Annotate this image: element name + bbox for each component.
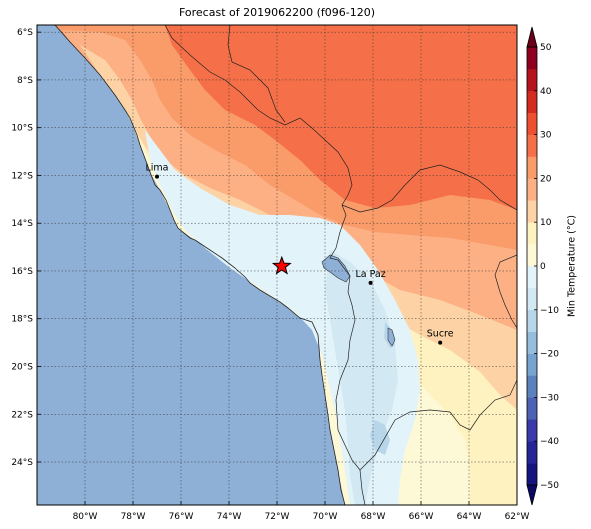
colorbar-segment bbox=[527, 134, 537, 157]
colorbar-label: Min Temperature (°C) bbox=[566, 215, 578, 317]
lon-tick-label: 62°W bbox=[505, 512, 530, 522]
gridlines bbox=[37, 25, 517, 505]
lat-tick-label: 10°S bbox=[11, 124, 33, 134]
colorbar bbox=[526, 26, 538, 506]
city-dot bbox=[155, 174, 159, 179]
lat-tick-label: 24°S bbox=[11, 458, 33, 468]
star-marker bbox=[271, 255, 292, 275]
lon-tick-label: 74°W bbox=[217, 512, 242, 522]
lat-tick-label: 22°S bbox=[11, 410, 33, 420]
colorbar-segment bbox=[527, 266, 537, 289]
colorbar-segment bbox=[527, 375, 537, 398]
border-bolivia-paraguay bbox=[359, 379, 517, 471]
lat-tick-label: 12°S bbox=[11, 171, 33, 181]
city-dot bbox=[438, 340, 443, 345]
colorbar-segment bbox=[527, 441, 537, 464]
city-label: Sucre bbox=[427, 329, 454, 340]
colorbar-tick-label: −30 bbox=[540, 393, 559, 403]
border-peru-bolivia bbox=[329, 204, 361, 471]
plot-title: Forecast of 2019062200 (f096-120) bbox=[178, 6, 376, 19]
colorbar-tick-label: −20 bbox=[540, 350, 559, 360]
colorbar-tick-label: 10 bbox=[540, 218, 552, 228]
colorbar-segment bbox=[527, 222, 537, 245]
lake-titicaca bbox=[321, 254, 351, 283]
lon-tick-label: 68°W bbox=[361, 512, 386, 522]
lon-tick-label: 64°W bbox=[457, 512, 482, 522]
city-label: Lima bbox=[145, 163, 168, 174]
colorbar-extend-max bbox=[526, 26, 538, 48]
lat-tick-label: 14°S bbox=[11, 219, 33, 229]
lon-tick-label: 72°W bbox=[265, 512, 290, 522]
colorbar-tick-label: 50 bbox=[540, 43, 552, 53]
colorbar-extend-min bbox=[526, 484, 538, 506]
cities-layer: Lima La Paz Sucre bbox=[145, 163, 454, 345]
lon-tick-label: 76°W bbox=[169, 512, 194, 522]
border-bolivia-east bbox=[494, 254, 517, 329]
land-temp-neg15-neg10-a bbox=[370, 420, 390, 455]
colorbar-tick-label: 40 bbox=[540, 87, 552, 97]
colorbar-segment bbox=[527, 331, 537, 354]
lon-tick-labels: 80°W 78°W 76°W 74°W 72°W 70°W 68°W 66°W 64°W 62°W bbox=[73, 501, 530, 522]
lat-tick-label: 20°S bbox=[11, 362, 33, 372]
colorbar-segment bbox=[527, 47, 537, 70]
colorbar-segment bbox=[527, 463, 537, 486]
colorbar-tick-label: 0 bbox=[540, 262, 546, 272]
colorbar-segment bbox=[527, 90, 537, 113]
colorbar-segment bbox=[527, 244, 537, 267]
lon-tick-label: 80°W bbox=[73, 512, 98, 522]
border-peru-north bbox=[164, 25, 353, 206]
colorbar-tick-label: 20 bbox=[540, 174, 552, 184]
colorbar-segment bbox=[527, 178, 537, 201]
colorbar-tick-label: 30 bbox=[540, 131, 552, 141]
city-dot bbox=[368, 280, 373, 285]
colorbar-segment bbox=[527, 397, 537, 420]
colorbar-segment bbox=[527, 112, 537, 135]
border-bolivia-brazil bbox=[341, 164, 517, 213]
colorbar-segment bbox=[527, 287, 537, 311]
border-brazil-bolivia bbox=[227, 25, 286, 123]
colorbar-segment bbox=[527, 156, 537, 179]
lake-poopo bbox=[387, 327, 396, 347]
lon-tick-label: 66°W bbox=[409, 512, 434, 522]
coastline bbox=[54, 25, 346, 505]
lat-tick-label: 16°S bbox=[11, 267, 33, 277]
lat-tick-label: 6°S bbox=[17, 28, 33, 38]
colorbar-tick-label: −10 bbox=[540, 306, 559, 316]
marker-layer bbox=[271, 255, 292, 275]
lon-tick-label: 70°W bbox=[313, 512, 338, 522]
colorbar-tick-label: −50 bbox=[540, 481, 559, 491]
lon-tick-label: 78°W bbox=[121, 512, 146, 522]
land-temp-neg10-neg5 bbox=[325, 250, 398, 505]
colorbar-segment bbox=[527, 353, 537, 376]
colorbar-segment bbox=[527, 68, 537, 92]
colorbar-tick-label: −40 bbox=[540, 437, 559, 447]
lat-tick-labels: 6°S 8°S 10°S 12°S 14°S 16°S 18°S 20°S 22°S 24°S bbox=[11, 28, 41, 468]
colorbar-tick-labels: 50 40 30 20 10 0 −10 −20 −30 −40 −50 bbox=[534, 43, 559, 491]
colorbar-segment bbox=[527, 200, 537, 223]
colorbar-segment bbox=[527, 419, 537, 442]
colorbar-segment bbox=[527, 309, 537, 332]
city-label: La Paz bbox=[355, 269, 385, 280]
lat-tick-label: 18°S bbox=[11, 315, 33, 325]
border-argentina-chile bbox=[359, 469, 366, 505]
lat-tick-label: 8°S bbox=[17, 76, 33, 86]
